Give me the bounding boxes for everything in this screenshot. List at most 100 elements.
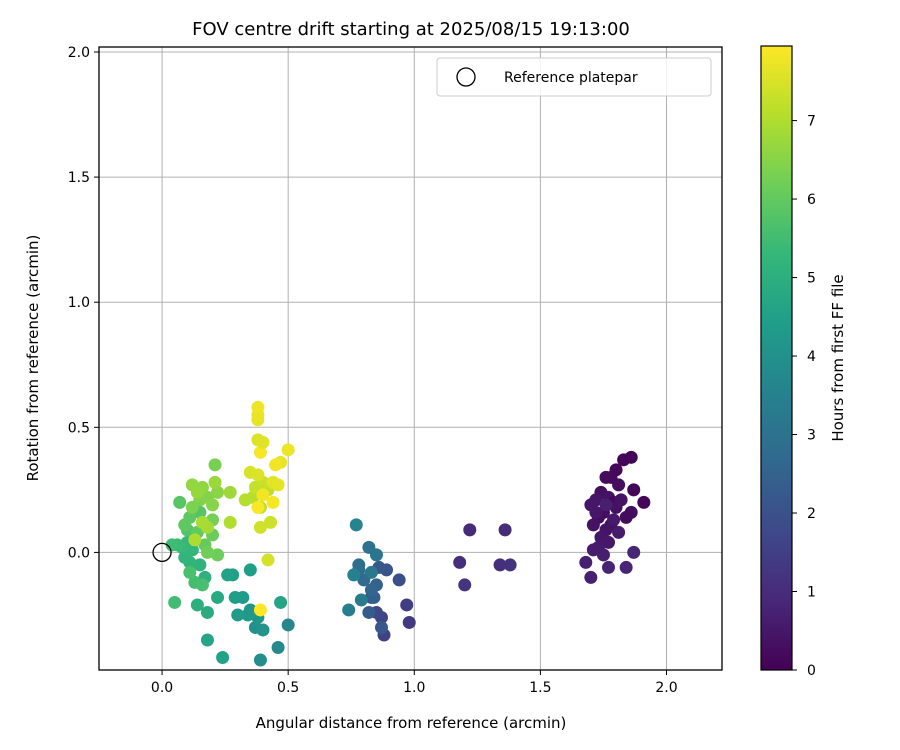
y-tick-label: 2.0 [68,45,90,61]
data-point [281,618,295,632]
data-point [369,548,383,562]
colorbar-tick-label: 3 [807,428,816,444]
data-point [596,548,610,562]
data-point [246,490,260,504]
legend-entry-label: Reference platepar [504,70,638,86]
data-point [601,560,615,574]
data-point [364,565,378,579]
data-point [614,493,628,507]
data-point [256,488,270,502]
x-tick-label: 1.0 [403,680,425,696]
data-point [493,558,507,572]
colorbar-tick-label: 7 [807,114,816,130]
x-tick-label: 0.0 [151,680,173,696]
data-point [195,515,209,529]
legend-marker-icon [456,67,476,87]
data-point [362,605,376,619]
data-point [165,538,179,552]
data-point [498,523,512,537]
data-point [253,653,267,667]
data-point [402,615,416,629]
data-point [173,495,187,509]
data-point [619,510,633,524]
data-point [342,603,356,617]
data-point [579,555,593,569]
data-point [453,555,467,569]
y-axis-ticks: 0.0 0.5 1.0 1.5 2.0 [68,45,99,561]
data-point [223,515,237,529]
data-point [251,500,265,514]
data-point [211,590,225,604]
data-point [627,545,641,559]
data-point [599,470,613,484]
data-point [253,520,267,534]
colorbar-tick-label: 6 [807,192,816,208]
data-point [586,543,600,557]
y-tick-label: 0.0 [68,545,90,561]
data-point [223,485,237,499]
data-point [195,578,209,592]
data-point [253,603,267,617]
y-tick-label: 1.0 [68,295,90,311]
colorbar-tick-label: 1 [807,585,816,601]
data-point [627,483,641,497]
y-tick-label: 1.5 [68,170,90,186]
colorbar-tick-label: 0 [807,663,816,679]
data-point [503,558,517,572]
data-point [607,513,621,527]
chart-title: FOV centre drift starting at 2025/08/15 … [192,19,630,40]
data-point [637,495,651,509]
data-point [364,583,378,597]
data-point [183,565,197,579]
data-point [281,443,295,457]
data-point [274,595,288,609]
data-point [601,535,615,549]
data-point [200,545,214,559]
data-point [251,433,265,447]
data-point [208,458,222,472]
data-point [392,573,406,587]
data-point [241,608,255,622]
plot-area-frame [98,46,723,671]
data-point [612,525,626,539]
data-point [228,590,242,604]
data-point [211,548,225,562]
data-points [165,400,651,667]
data-point [190,485,204,499]
data-point [589,505,603,519]
data-point [271,640,285,654]
data-point [261,553,275,567]
y-tick-label: 0.5 [68,420,90,436]
colorbar-tick-label: 4 [807,349,816,365]
data-point [256,623,270,637]
x-axis-label: Angular distance from reference (arcmin) [256,714,567,732]
data-point [612,478,626,492]
data-point [251,468,265,482]
data-point [178,518,192,532]
data-point [271,478,285,492]
data-point [463,523,477,537]
data-point [617,453,631,467]
data-point [188,533,202,547]
data-point [347,568,361,582]
data-point [599,498,613,512]
data-point [190,598,204,612]
x-axis-ticks: 0.0 0.5 1.0 1.5 2.0 [151,670,678,696]
data-point [211,485,225,499]
data-point [586,518,600,532]
data-point [253,445,267,459]
data-point [266,495,280,509]
data-point [193,558,207,572]
colorbar-tick-label: 2 [807,506,816,522]
data-point [374,620,388,634]
x-tick-label: 1.5 [529,680,551,696]
data-point [208,475,222,489]
data-point [264,515,278,529]
data-point [243,563,257,577]
data-point [269,458,283,472]
data-point [231,608,245,622]
data-point [200,605,214,619]
data-point [400,598,414,612]
data-point [216,650,230,664]
